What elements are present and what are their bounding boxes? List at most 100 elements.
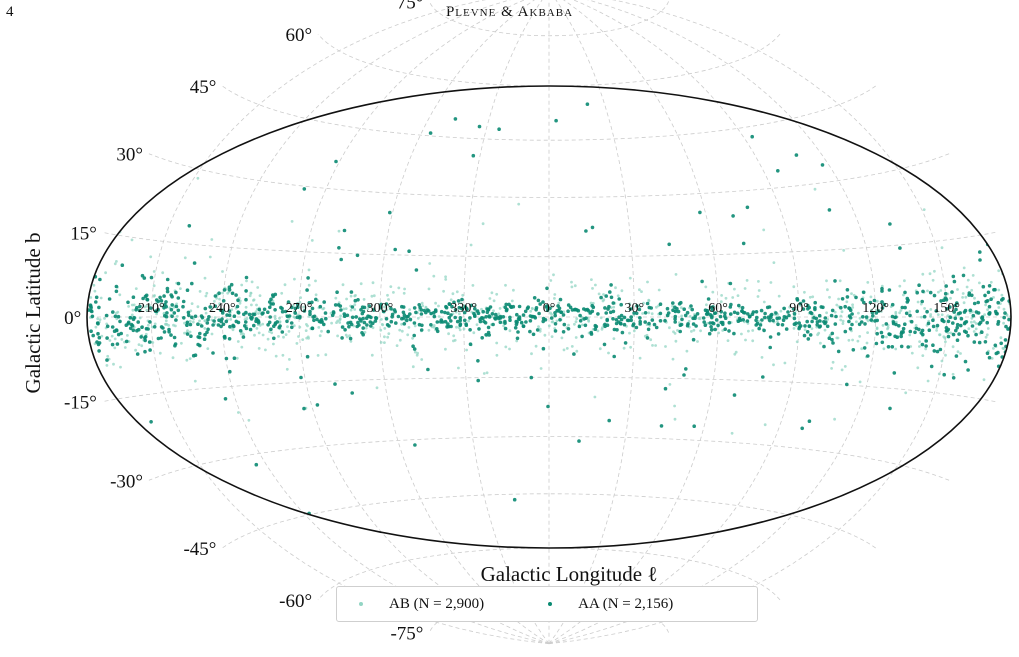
- aa-point: [761, 375, 765, 379]
- aa-point: [519, 320, 524, 325]
- ab-point: [455, 290, 459, 294]
- aa-point: [561, 313, 566, 317]
- ab-point: [926, 379, 930, 383]
- ab-point: [857, 311, 860, 315]
- aa-point: [970, 324, 975, 328]
- aa-point: [405, 318, 409, 323]
- aa-point: [800, 426, 804, 431]
- ab-point: [839, 314, 843, 318]
- aa-point: [541, 346, 546, 351]
- aa-point: [131, 328, 136, 333]
- ab-point: [565, 347, 569, 350]
- ab-point: [428, 262, 432, 265]
- aa-point: [839, 305, 843, 310]
- aa-point: [875, 318, 879, 323]
- aa-point: [458, 318, 463, 323]
- aa-point: [393, 247, 398, 252]
- aa-point: [709, 325, 713, 329]
- ab-point: [206, 347, 210, 350]
- aa-point: [737, 303, 741, 308]
- aa-point: [394, 321, 398, 325]
- ab-point: [549, 279, 553, 282]
- aa-point: [222, 334, 227, 339]
- ab-point: [278, 316, 281, 320]
- aa-point: [732, 331, 736, 336]
- ab-point: [240, 345, 244, 349]
- ab-point: [92, 283, 96, 287]
- aa-point: [227, 288, 232, 292]
- aa-point: [798, 324, 803, 328]
- ab-point: [649, 338, 653, 342]
- ab-point: [999, 336, 1003, 340]
- ab-point: [284, 333, 288, 336]
- aa-point: [369, 324, 373, 328]
- ab-point: [902, 293, 905, 297]
- ab-point: [894, 347, 898, 351]
- ab-point: [847, 338, 851, 342]
- aa-point: [665, 313, 670, 318]
- aa-point: [612, 327, 617, 332]
- aa-point: [649, 306, 653, 310]
- aa-point: [389, 306, 393, 311]
- ab-point: [602, 293, 605, 296]
- aa-point: [248, 327, 253, 332]
- aa-point: [128, 326, 133, 331]
- aa-point: [331, 310, 336, 314]
- aa-point: [488, 305, 493, 309]
- ab-point: [272, 342, 275, 346]
- aa-point: [683, 313, 688, 318]
- aa-point: [186, 313, 191, 318]
- aa-point: [932, 349, 937, 353]
- aa-point: [453, 308, 458, 312]
- aa-point: [238, 329, 243, 333]
- aa-point: [646, 327, 651, 332]
- aa-point: [508, 304, 513, 309]
- aa-point: [169, 333, 173, 337]
- aa-point: [974, 332, 978, 337]
- aa-point: [355, 324, 360, 329]
- ab-point: [362, 298, 366, 301]
- ab-point: [699, 329, 702, 333]
- ab-point: [970, 316, 974, 320]
- aa-point: [972, 301, 977, 306]
- aa-point: [545, 304, 549, 308]
- aa-point: [971, 313, 976, 318]
- aa-point: [333, 303, 338, 307]
- aa-point: [367, 314, 372, 319]
- ab-point: [882, 347, 886, 351]
- aa-point: [131, 295, 136, 300]
- aa-point: [242, 312, 246, 317]
- aa-point: [533, 316, 538, 320]
- aa-point: [447, 315, 452, 320]
- aa-point: [390, 315, 395, 319]
- ab-point: [334, 296, 338, 300]
- ab-point: [607, 351, 610, 355]
- ab-point: [880, 284, 884, 288]
- ab-point: [974, 327, 978, 331]
- aa-point: [156, 299, 160, 304]
- aa-point: [495, 315, 500, 319]
- aa-point: [824, 320, 828, 324]
- ab-point: [301, 338, 305, 341]
- running-head: Plevne & Akbaba: [445, 4, 574, 20]
- ab-point: [444, 278, 448, 281]
- aa-point: [105, 324, 110, 329]
- aa-point: [968, 308, 973, 313]
- aa-point: [899, 344, 904, 349]
- ab-point: [628, 276, 632, 280]
- aa-point: [503, 326, 508, 331]
- aa-point: [333, 382, 337, 386]
- ab-point: [837, 297, 840, 301]
- ab-point: [673, 417, 677, 421]
- aa-point: [887, 332, 891, 336]
- aa-point: [950, 290, 954, 294]
- ab-point: [744, 338, 747, 342]
- latitude-tick-label: 15°: [70, 224, 97, 245]
- aa-point: [311, 315, 315, 319]
- legend-marker-ab: [359, 602, 363, 606]
- aa-point: [692, 424, 696, 429]
- aa-point: [129, 322, 134, 327]
- aa-point: [673, 305, 677, 310]
- ab-point: [616, 294, 620, 298]
- aa-point: [619, 302, 623, 307]
